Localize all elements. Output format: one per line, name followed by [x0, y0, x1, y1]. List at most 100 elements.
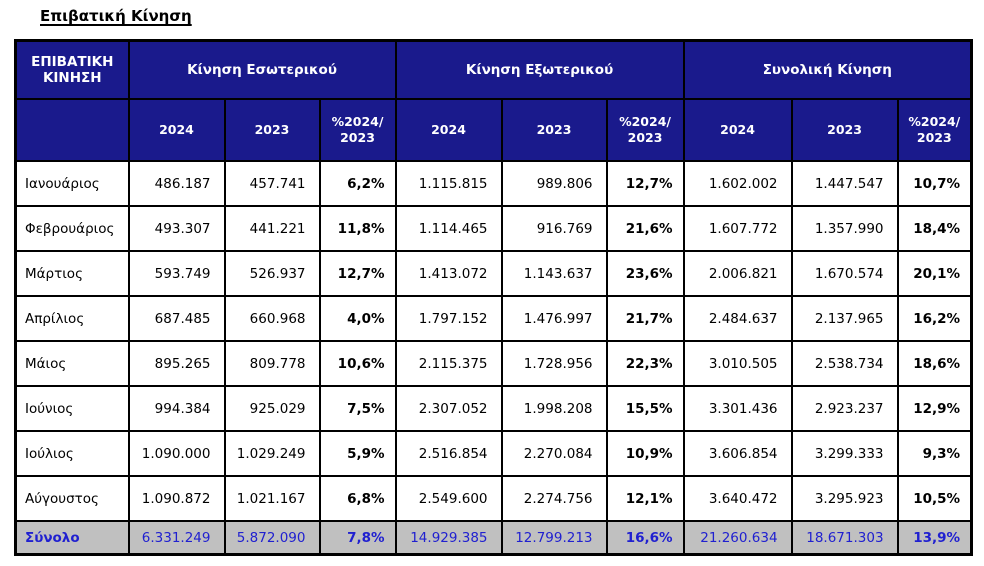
value-cell: 593.749	[127, 250, 226, 297]
value-cell: 441.221	[223, 205, 321, 252]
percent-cell: 10,5%	[896, 475, 973, 522]
percent-cell: 5,9%	[318, 430, 397, 477]
percent-cell: 21,6%	[605, 205, 685, 252]
value-cell: 1.115.815	[394, 160, 503, 207]
table-row: Μάρτιος 593.749 526.937 12,7% 1.413.072 1.143…	[14, 250, 973, 297]
value-cell: 989.806	[500, 160, 608, 207]
table-header: ΕΠΙΒΑΤΙΚΗ ΚΙΝΗΣΗ Κίνηση Εσωτερικού Κίνησ…	[14, 39, 973, 162]
percent-cell: 12,9%	[896, 385, 973, 432]
percent-cell: 22,3%	[605, 340, 685, 387]
percent-cell: 10,9%	[605, 430, 685, 477]
total-value-cell: 18.671.303	[790, 520, 899, 556]
month-cell: Μάιος	[14, 340, 130, 387]
value-cell: 1.114.465	[394, 205, 503, 252]
value-cell: 3.640.472	[682, 475, 793, 522]
percent-cell: 7,5%	[318, 385, 397, 432]
table-row: Απρίλιος 687.485 660.968 4,0% 1.797.152 1.476…	[14, 295, 973, 342]
value-cell: 3.301.436	[682, 385, 793, 432]
value-cell: 457.741	[223, 160, 321, 207]
percent-cell: 4,0%	[318, 295, 397, 342]
value-cell: 2.115.375	[394, 340, 503, 387]
value-cell: 1.998.208	[500, 385, 608, 432]
value-cell: 1.357.990	[790, 205, 899, 252]
total-value-cell: 21.260.634	[682, 520, 793, 556]
value-cell: 1.143.637	[500, 250, 608, 297]
value-cell: 2.137.965	[790, 295, 899, 342]
percent-cell: 12,7%	[605, 160, 685, 207]
page-title: Επιβατική Κίνηση	[40, 7, 192, 25]
total-percent-cell: 13,9%	[896, 520, 973, 556]
year-header-cell: 2024	[394, 98, 503, 162]
percent-cell: 18,6%	[896, 340, 973, 387]
percent-cell: 18,4%	[896, 205, 973, 252]
month-cell: Φεβρουάριος	[14, 205, 130, 252]
year-header-cell: 2024	[682, 98, 793, 162]
total-percent-cell: 7,8%	[318, 520, 397, 556]
value-cell: 2.923.237	[790, 385, 899, 432]
total-value-cell: 14.929.385	[394, 520, 503, 556]
value-cell: 1.797.152	[394, 295, 503, 342]
value-cell: 2.270.084	[500, 430, 608, 477]
value-cell: 1.728.956	[500, 340, 608, 387]
year-header-cell: 2024	[127, 98, 226, 162]
passenger-traffic-table: ΕΠΙΒΑΤΙΚΗ ΚΙΝΗΣΗ Κίνηση Εσωτερικού Κίνησ…	[14, 39, 974, 556]
year-header-cell: %2024/ 2023	[318, 98, 397, 162]
group-header-total: Συνολική Κίνηση	[682, 39, 973, 100]
value-cell: 895.265	[127, 340, 226, 387]
value-cell: 1.476.997	[500, 295, 608, 342]
total-percent-cell: 16,6%	[605, 520, 685, 556]
value-cell: 925.029	[223, 385, 321, 432]
percent-cell: 10,7%	[896, 160, 973, 207]
percent-cell: 11,8%	[318, 205, 397, 252]
percent-cell: 12,1%	[605, 475, 685, 522]
month-cell: Μάρτιος	[14, 250, 130, 297]
year-header-cell: %2024/ 2023	[896, 98, 973, 162]
group-header-row: ΕΠΙΒΑΤΙΚΗ ΚΙΝΗΣΗ Κίνηση Εσωτερικού Κίνησ…	[14, 39, 973, 100]
table-body: Ιανουάριος 486.187 457.741 6,2% 1.115.815 989…	[14, 160, 973, 522]
value-cell: 1.602.002	[682, 160, 793, 207]
value-cell: 3.606.854	[682, 430, 793, 477]
month-cell: Απρίλιος	[14, 295, 130, 342]
month-cell: Αύγουστος	[14, 475, 130, 522]
percent-cell: 16,2%	[896, 295, 973, 342]
value-cell: 994.384	[127, 385, 226, 432]
value-cell: 687.485	[127, 295, 226, 342]
value-cell: 2.307.052	[394, 385, 503, 432]
value-cell: 1.447.547	[790, 160, 899, 207]
group-header-international: Κίνηση Εξωτερικού	[394, 39, 685, 100]
total-value-cell: 6.331.249	[127, 520, 226, 556]
table-row: Ιούλιος 1.090.000 1.029.249 5,9% 2.516.854 2.…	[14, 430, 973, 477]
percent-cell: 15,5%	[605, 385, 685, 432]
value-cell: 1.413.072	[394, 250, 503, 297]
total-label-cell: Σύνολο	[14, 520, 130, 556]
value-cell: 526.937	[223, 250, 321, 297]
percent-cell: 21,7%	[605, 295, 685, 342]
corner-spacer-cell	[14, 98, 130, 162]
table-row: Ιανουάριος 486.187 457.741 6,2% 1.115.815 989…	[14, 160, 973, 207]
table-row: Ιούνιος 994.384 925.029 7,5% 2.307.052 1.998.…	[14, 385, 973, 432]
value-cell: 1.029.249	[223, 430, 321, 477]
value-cell: 1.607.772	[682, 205, 793, 252]
percent-cell: 9,3%	[896, 430, 973, 477]
value-cell: 660.968	[223, 295, 321, 342]
month-cell: Ιούλιος	[14, 430, 130, 477]
value-cell: 1.670.574	[790, 250, 899, 297]
value-cell: 2.538.734	[790, 340, 899, 387]
value-cell: 2.006.821	[682, 250, 793, 297]
value-cell: 3.010.505	[682, 340, 793, 387]
table-row: Αύγουστος 1.090.872 1.021.167 6,8% 2.549.600…	[14, 475, 973, 522]
total-value-cell: 5.872.090	[223, 520, 321, 556]
value-cell: 3.295.923	[790, 475, 899, 522]
table-row: Μάιος 895.265 809.778 10,6% 2.115.375 1.728.9…	[14, 340, 973, 387]
percent-cell: 12,7%	[318, 250, 397, 297]
value-cell: 2.274.756	[500, 475, 608, 522]
year-header-cell: %2024/ 2023	[605, 98, 685, 162]
value-cell: 1.090.000	[127, 430, 226, 477]
percent-cell: 6,2%	[318, 160, 397, 207]
value-cell: 1.021.167	[223, 475, 321, 522]
year-header-cell: 2023	[500, 98, 608, 162]
percent-cell: 20,1%	[896, 250, 973, 297]
year-header-cell: 2023	[790, 98, 899, 162]
value-cell: 486.187	[127, 160, 226, 207]
total-value-cell: 12.799.213	[500, 520, 608, 556]
